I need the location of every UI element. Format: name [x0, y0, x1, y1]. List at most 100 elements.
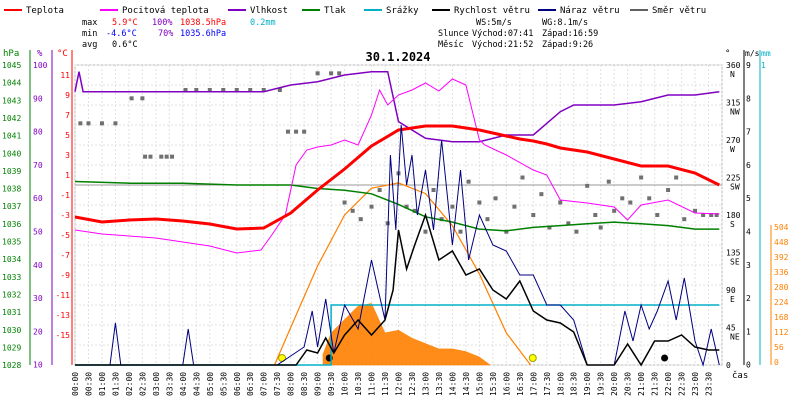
wind-dir-point [342, 200, 347, 205]
astro-moon-label: Měsíc [438, 40, 464, 50]
temp-tick-label: -11 [56, 291, 71, 300]
astro-sun-set: Západ:16:59 [542, 29, 598, 39]
wind-dir-point [512, 204, 517, 209]
pct-tick-label: 50 [33, 228, 43, 237]
time-tick-label: 05:00 [206, 372, 215, 396]
wind-dir-point [585, 183, 590, 188]
time-tick-label: 23:30 [705, 372, 714, 396]
astro-ws: WS:5m/s [476, 18, 512, 28]
pct-tick-label: 20 [33, 327, 43, 336]
time-tick-label: 13:00 [421, 372, 430, 396]
wind-dir-point [221, 88, 226, 92]
time-tick-label: 04:00 [179, 372, 188, 396]
wm2-tick-label: 56 [774, 343, 784, 352]
hpa-tick-label: 1033 [2, 273, 21, 282]
wind-dir-point [450, 204, 455, 209]
temp-tick-label: -1 [60, 191, 70, 200]
legend-label: Srážky [386, 6, 419, 16]
time-tick-label: 14:30 [462, 372, 471, 396]
dir-tick-label: 135 [726, 249, 741, 258]
wind-dir-point [129, 96, 134, 101]
wind-dir-point [294, 129, 299, 134]
wind-dir-point [261, 88, 266, 92]
time-tick-label: 10:00 [341, 372, 350, 396]
pct-tick-label: 100 [33, 61, 48, 70]
time-tick-label: 01:30 [111, 372, 120, 396]
time-tick-label: 12:00 [395, 372, 404, 396]
time-tick-label: 00:30 [84, 372, 93, 396]
time-tick-label: 20:00 [610, 372, 619, 396]
chart-title: 30.1.2024 [365, 50, 430, 64]
ms-tick-label: 2 [746, 294, 751, 303]
wind-dir-point [620, 196, 625, 201]
legend-item-wind-gust: Náraz větru [538, 6, 620, 16]
ms-tick-label: 1 [746, 327, 751, 336]
wind-dir-point [666, 188, 671, 192]
time-tick-label: 16:30 [516, 372, 525, 396]
pct-tick-label: 80 [33, 128, 43, 137]
temp-tick-label: 3 [65, 151, 70, 160]
hpa-tick-label: 1039 [2, 167, 21, 176]
wind-dir-point [693, 208, 698, 213]
wind-dir-point [504, 229, 509, 234]
hpa-tick-label: 1043 [2, 96, 21, 105]
legend-label: Náraz větru [560, 6, 620, 16]
time-tick-label: 10:30 [354, 372, 363, 396]
wind-dir-point [439, 217, 444, 222]
time-tick-label: 07:30 [273, 372, 282, 396]
ms-tick-label: 6 [746, 161, 751, 170]
wind-dir-point [598, 225, 603, 230]
stats-min-hum: 70% [158, 29, 173, 39]
wm2-tick-label: 392 [774, 253, 789, 262]
moonrise-marker [661, 354, 669, 362]
time-tick-label: 17:00 [529, 372, 538, 396]
wind-dir-point [682, 217, 687, 222]
hpa-tick-label: 1035 [2, 238, 21, 247]
time-tick-label: 21:30 [651, 372, 660, 396]
time-tick-label: 09:30 [327, 372, 336, 396]
legend-label: Rychlost větru [454, 6, 530, 16]
mm-tick-label: 1 [761, 61, 766, 70]
wind-dir-point [674, 175, 679, 180]
wind-dir-point [412, 208, 417, 213]
dir-tick-label: 90 [726, 286, 736, 295]
astro-moon-set: Západ:9:26 [542, 40, 593, 50]
wm2-tick-label: 224 [774, 298, 789, 307]
pressure-line [74, 180, 720, 232]
time-tick-label: 22:00 [664, 372, 673, 396]
wind-dir-point [140, 96, 145, 101]
wind-dir-point [493, 196, 498, 201]
time-tick-label: 00:00 [71, 372, 80, 396]
wind-dir-point [248, 88, 253, 92]
time-tick-label: 18:00 [556, 372, 565, 396]
dir-tick-label: 315 [726, 99, 741, 108]
time-tick-label: 18:30 [570, 372, 579, 396]
wind-dir-point [709, 213, 714, 217]
time-tick-label: 19:30 [597, 372, 606, 396]
time-tick-label: 07:00 [260, 372, 269, 396]
wind-dir-point [628, 200, 633, 205]
dir-tick-label: 270 [726, 136, 741, 145]
wind-dir-point [377, 188, 382, 192]
temp-unit: °C [57, 49, 68, 59]
wind-dir-point [593, 213, 598, 217]
time-tick-label: 14:00 [448, 372, 457, 396]
ms-tick-label: 7 [746, 128, 751, 137]
hpa-tick-label: 1042 [2, 114, 21, 123]
temp-tick-label: -7 [60, 251, 70, 260]
wind-dir-point [183, 88, 188, 92]
dir-compass-label: SE [730, 258, 740, 267]
time-tick-label: 11:00 [368, 372, 377, 396]
stats-avg-temp: 0.6°C [112, 40, 138, 50]
ms-tick-label: 8 [746, 94, 751, 103]
stats-min-temp: -4.6°C [106, 29, 137, 39]
time-tick-label: 04:30 [192, 372, 201, 396]
mm-unit: mm [761, 49, 771, 58]
time-tick-label: 08:30 [300, 372, 309, 396]
ms-tick-label: 0 [746, 361, 751, 370]
hpa-tick-label: 1038 [2, 185, 21, 194]
wind-dir-point [170, 154, 175, 159]
time-tick-label: 05:30 [219, 372, 228, 396]
wind-dir-point [164, 154, 169, 159]
time-tick-label: 23:00 [691, 372, 700, 396]
